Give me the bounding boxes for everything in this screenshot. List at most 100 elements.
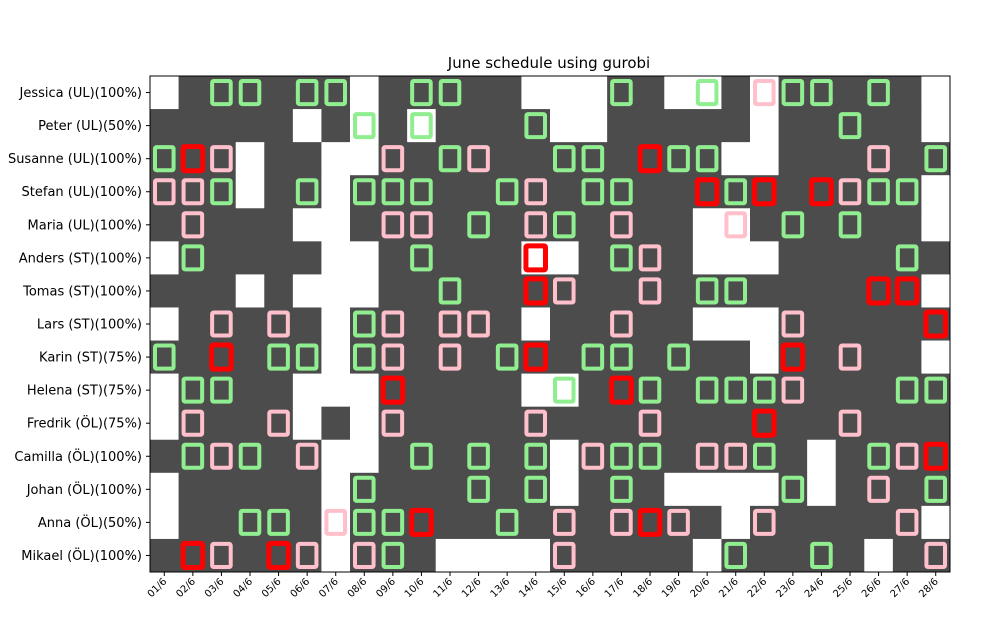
cell-working xyxy=(435,406,465,441)
cell-working xyxy=(435,241,465,275)
y-tick-label: Lars (ST)(100%) xyxy=(37,318,142,333)
green-marker xyxy=(267,508,290,536)
cell-working xyxy=(521,505,551,540)
cell-working xyxy=(492,406,522,441)
cell-working xyxy=(864,241,894,275)
cell-free xyxy=(750,109,779,143)
cell-working xyxy=(578,274,608,308)
cell-free xyxy=(692,538,722,573)
green-marker xyxy=(410,79,433,107)
cell-working xyxy=(721,340,751,374)
cell-working xyxy=(835,274,865,308)
red-marker xyxy=(780,342,806,372)
cell-working xyxy=(350,208,379,242)
pink-marker xyxy=(410,211,433,239)
green-marker xyxy=(467,211,490,239)
cell-working xyxy=(550,340,579,374)
green-marker xyxy=(495,343,519,371)
cell-working xyxy=(150,208,179,242)
pink-marker xyxy=(353,541,376,570)
cell-working xyxy=(178,307,208,341)
cell-working xyxy=(664,274,694,308)
cell-working xyxy=(150,109,179,143)
green-marker xyxy=(924,475,948,503)
green-marker xyxy=(295,79,319,107)
green-marker xyxy=(724,277,748,305)
cell-working xyxy=(492,241,522,275)
cell-free xyxy=(550,472,579,507)
cell-working xyxy=(892,208,922,242)
green-marker xyxy=(181,244,205,272)
pink-marker xyxy=(181,178,205,206)
red-marker xyxy=(866,276,891,306)
y-tick-label: Stefan (UL)(100%) xyxy=(22,185,142,200)
cell-working xyxy=(864,307,894,341)
cell-working xyxy=(578,505,608,540)
cell-working xyxy=(778,109,808,143)
cell-free xyxy=(750,340,779,374)
red-marker xyxy=(523,276,549,306)
cell-working xyxy=(892,538,922,573)
pink-marker xyxy=(638,244,662,272)
green-marker xyxy=(353,310,376,338)
y-tick-label: Susanne (UL)(100%) xyxy=(8,152,142,167)
green-marker xyxy=(181,376,205,404)
red-marker xyxy=(609,375,634,405)
green-marker xyxy=(353,508,376,536)
green-marker xyxy=(838,211,862,239)
cell-working xyxy=(207,208,237,242)
green-marker xyxy=(924,145,948,173)
cell-working xyxy=(635,76,665,110)
pink-marker xyxy=(895,508,919,536)
cell-working xyxy=(664,208,694,242)
green-marker xyxy=(581,145,605,173)
green-marker xyxy=(695,277,719,305)
cell-free xyxy=(921,274,951,308)
cell-working xyxy=(150,274,179,308)
cell-free xyxy=(521,307,551,341)
cell-working xyxy=(778,274,808,308)
cell-working xyxy=(150,439,179,474)
cell-working xyxy=(721,406,751,441)
cell-free xyxy=(807,439,837,474)
cell-working xyxy=(607,538,637,573)
x-axis: 01/6 02/6 03/6 04/6 05/6 06/6 07/6 08/6 09/6 10/6… xyxy=(146,572,941,600)
cell-working xyxy=(892,340,922,374)
cell-working xyxy=(721,76,751,110)
red-marker xyxy=(523,342,549,372)
cell-working xyxy=(264,208,294,242)
green-marker xyxy=(524,112,548,140)
pink-marker xyxy=(695,442,719,470)
cell-free xyxy=(578,109,608,143)
cell-working xyxy=(692,340,722,374)
y-axis: Jessica (UL)(100%) Peter (UL)(50%) Susanne… xyxy=(8,86,150,564)
green-marker xyxy=(438,145,462,173)
cell-working xyxy=(807,505,837,540)
cell-free xyxy=(921,76,951,110)
x-tick-label: 17/6 xyxy=(603,576,627,600)
cell-working xyxy=(435,472,465,507)
cell-working xyxy=(407,340,437,374)
cell-working xyxy=(921,406,951,441)
green-marker xyxy=(295,343,319,371)
x-tick-label: 02/6 xyxy=(174,576,198,600)
x-tick-label: 08/6 xyxy=(346,576,370,600)
green-marker xyxy=(410,112,433,140)
green-marker xyxy=(467,442,490,470)
green-marker xyxy=(895,376,919,404)
cell-free xyxy=(721,307,751,341)
green-marker xyxy=(810,541,833,570)
cell-working xyxy=(492,208,522,242)
green-marker xyxy=(667,145,690,173)
pink-marker xyxy=(324,508,347,536)
green-marker xyxy=(210,79,233,107)
x-tick-label: 18/6 xyxy=(631,576,655,600)
cell-working xyxy=(292,142,322,176)
cell-working xyxy=(235,340,265,374)
cell-free xyxy=(350,241,379,275)
cell-working xyxy=(521,142,551,176)
x-tick-label: 10/6 xyxy=(403,576,427,600)
y-tick-label: Mikael (ÖL)(100%) xyxy=(21,547,142,564)
x-tick-label: 21/6 xyxy=(717,576,741,600)
